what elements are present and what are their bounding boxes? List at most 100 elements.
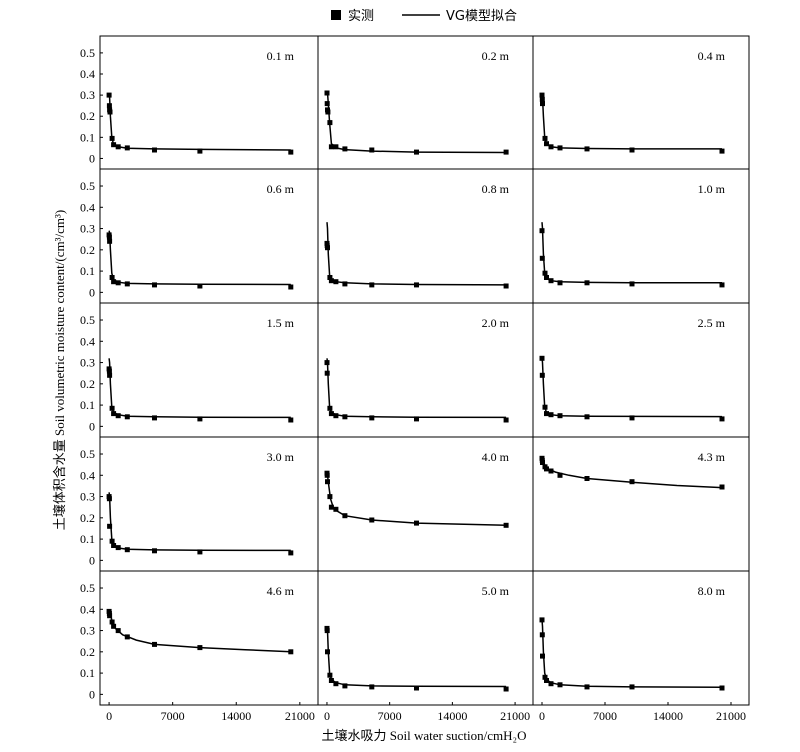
measured-point — [540, 653, 545, 659]
y-tick-label: 0.2 — [80, 109, 95, 123]
measured-point — [107, 372, 113, 378]
measured-point — [124, 547, 130, 553]
measured-point — [328, 278, 334, 284]
measured-point — [106, 92, 112, 98]
panel-depth-label: 4.0 m — [482, 450, 510, 464]
panel-depth-label: 4.3 m — [698, 450, 726, 464]
measured-point — [503, 417, 509, 423]
measured-point — [327, 672, 333, 678]
measured-point — [369, 517, 375, 523]
y-tick-label: 0.3 — [80, 222, 95, 236]
panel-0-4-m: 0.4 m — [532, 35, 750, 170]
measured-point — [503, 522, 509, 528]
legend-measured-label: 实测 — [348, 9, 374, 24]
measured-point — [539, 632, 545, 638]
y-tick-label: 0 — [89, 151, 95, 165]
measured-point — [324, 360, 330, 366]
measured-point — [109, 538, 115, 544]
x-tick-label: 14000 — [437, 709, 467, 723]
measured-point — [333, 279, 339, 285]
measured-point — [503, 149, 509, 155]
x-axis-title: 土壤水吸力 Soil water suction/cmH₂O — [322, 728, 527, 743]
measured-point — [197, 645, 203, 651]
y-tick-label: 0.3 — [80, 624, 95, 638]
y-tick-label: 0.3 — [80, 356, 95, 370]
measured-point — [539, 92, 545, 98]
measured-point — [124, 281, 130, 287]
measured-point — [333, 681, 339, 687]
measured-point — [288, 649, 294, 655]
y-tick-label: 0.4 — [80, 468, 95, 482]
measured-point — [548, 681, 554, 687]
measured-point — [540, 460, 545, 465]
panel-0-6-m: 0 0.1 0.2 0.3 0.4 0.5 0.6 m — [80, 168, 319, 304]
measured-point — [548, 144, 554, 150]
panel-depth-label: 0.8 m — [482, 182, 510, 196]
measured-point — [719, 416, 725, 422]
measured-point — [414, 149, 419, 155]
measured-point — [115, 144, 121, 150]
measured-point — [369, 684, 375, 690]
measured-point — [557, 413, 563, 419]
measured-point — [333, 144, 339, 150]
vg-fit-line — [541, 619, 723, 689]
x-tick-label: 0 — [324, 709, 330, 723]
measured-point — [333, 413, 339, 419]
y-tick-label: 0 — [89, 285, 95, 299]
measured-point — [542, 270, 548, 276]
y-tick-label: 0.4 — [80, 602, 95, 616]
measured-point — [124, 414, 130, 420]
measured-point — [719, 685, 725, 691]
measured-point — [548, 278, 554, 284]
measured-point — [197, 283, 203, 289]
measured-point — [106, 496, 112, 502]
measured-point — [629, 281, 635, 287]
measured-point — [342, 281, 348, 287]
y-tick-label: 0.1 — [80, 398, 95, 412]
x-tick-label: 14000 — [221, 709, 251, 723]
y-tick-label: 0.3 — [80, 88, 95, 102]
measured-point — [288, 149, 294, 155]
measured-point — [109, 275, 115, 280]
measured-point — [124, 145, 130, 151]
y-tick-label: 0.2 — [80, 511, 95, 525]
panel-1-5-m: 0 0.1 0.2 0.3 0.4 0.5 1.5 m — [80, 302, 319, 438]
y-tick-label: 0 — [89, 419, 95, 433]
vg-fit-line — [326, 222, 507, 286]
measured-point — [542, 674, 548, 680]
measured-point — [328, 678, 334, 683]
x-tick-label: 0 — [106, 709, 112, 723]
measured-point — [115, 280, 121, 286]
panel-border — [532, 570, 750, 706]
vg-fit-line — [108, 358, 291, 419]
measured-point — [542, 404, 548, 410]
panel-depth-label: 3.0 m — [267, 450, 295, 464]
x-tick-label: 7000 — [378, 709, 402, 723]
measured-point — [327, 120, 333, 126]
vg-fit-line — [326, 626, 507, 688]
panel-2-0-m: 2.0 m — [317, 302, 534, 438]
measured-point — [557, 280, 563, 286]
measured-point — [540, 101, 545, 107]
y-tick-label: 0.1 — [80, 666, 95, 680]
y-tick-label: 0.5 — [80, 46, 95, 60]
measured-point — [152, 548, 157, 554]
panel-depth-label: 2.0 m — [482, 316, 510, 330]
x-tick-label: 21000 — [285, 709, 315, 723]
measured-point — [719, 484, 725, 490]
x-tick-label: 7000 — [161, 709, 185, 723]
measured-point — [584, 146, 590, 152]
measured-point — [369, 415, 375, 421]
measured-point — [327, 275, 333, 280]
x-tick-label: 21000 — [716, 709, 746, 723]
panel-4-0-m: 4.0 m — [317, 436, 534, 572]
measured-point — [325, 245, 330, 251]
measured-point — [197, 148, 203, 154]
measured-point — [333, 506, 339, 512]
measured-point — [719, 148, 725, 154]
panel-1-0-m: 1.0 m — [532, 168, 750, 304]
plot-frame — [99, 35, 750, 706]
panel-depth-label: 2.5 m — [698, 316, 726, 330]
measured-point — [124, 634, 130, 640]
